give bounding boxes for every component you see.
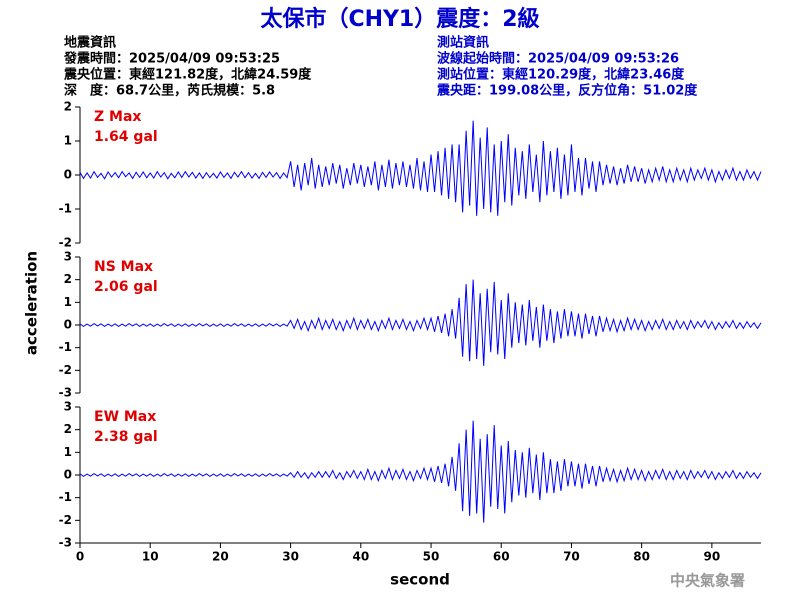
max-label: 2.06 gal — [94, 279, 158, 295]
y-tick-label: 2 — [64, 422, 72, 436]
x-tick-label: 30 — [282, 550, 299, 564]
x-tick-label: 10 — [142, 550, 159, 564]
info-left: 地震資訊 — [64, 35, 116, 51]
x-tick-label: 70 — [563, 550, 580, 564]
info-right: 震央距：199.08公里，反方位角：51.02度 — [436, 83, 698, 99]
y-tick-label: -2 — [59, 513, 72, 527]
info-right: 波線起始時間：2025/04/09 09:53:26 — [437, 51, 679, 67]
y-tick-label: 1 — [64, 445, 72, 459]
x-tick-label: 50 — [423, 550, 440, 564]
footer-credit: 中央氣象署 — [670, 572, 745, 590]
y-tick-label: 3 — [64, 250, 72, 264]
y-tick-label: 2 — [64, 100, 72, 114]
series-name: Z Max — [94, 109, 141, 125]
info-right: 測站資訊 — [437, 35, 489, 51]
y-tick-label: -3 — [59, 386, 72, 400]
y-tick-label: -1 — [59, 202, 72, 216]
series-name: NS Max — [94, 259, 153, 275]
x-tick-label: 80 — [633, 550, 650, 564]
info-right: 測站位置：東經120.29度，北緯23.46度 — [437, 67, 685, 83]
y-tick-label: 0 — [64, 168, 72, 182]
max-label: 1.64 gal — [94, 129, 158, 145]
y-tick-label: 1 — [64, 295, 72, 309]
x-tick-label: 60 — [493, 550, 510, 564]
y-axis-label: acceleration — [23, 251, 41, 355]
max-label: 2.38 gal — [94, 429, 158, 445]
info-left: 深 度：68.7公里，芮氏規模：5.8 — [64, 83, 275, 99]
y-tick-label: -1 — [59, 490, 72, 504]
info-left: 發震時間：2025/04/09 09:53:25 — [63, 51, 280, 67]
y-tick-label: 0 — [64, 468, 72, 482]
series-name: EW Max — [94, 409, 156, 425]
waveform — [79, 420, 762, 523]
x-axis-label: second — [390, 571, 450, 589]
y-tick-label: -1 — [59, 340, 72, 354]
y-tick-label: -2 — [59, 236, 72, 250]
chart-title: 太保市（CHY1）震度：2級 — [260, 6, 539, 32]
y-tick-label: 0 — [64, 318, 72, 332]
y-tick-label: 3 — [64, 400, 72, 414]
info-left: 震央位置：東經121.82度，北緯24.59度 — [63, 67, 312, 83]
y-tick-label: 1 — [64, 134, 72, 148]
y-tick-label: -2 — [59, 363, 72, 377]
x-tick-label: 20 — [212, 550, 229, 564]
x-tick-label: 90 — [704, 550, 721, 564]
waveform — [79, 120, 762, 216]
x-tick-label: 0 — [76, 550, 84, 564]
waveform — [79, 279, 762, 366]
y-tick-label: 2 — [64, 272, 72, 286]
y-tick-label: -3 — [59, 536, 72, 550]
x-tick-label: 40 — [352, 550, 369, 564]
